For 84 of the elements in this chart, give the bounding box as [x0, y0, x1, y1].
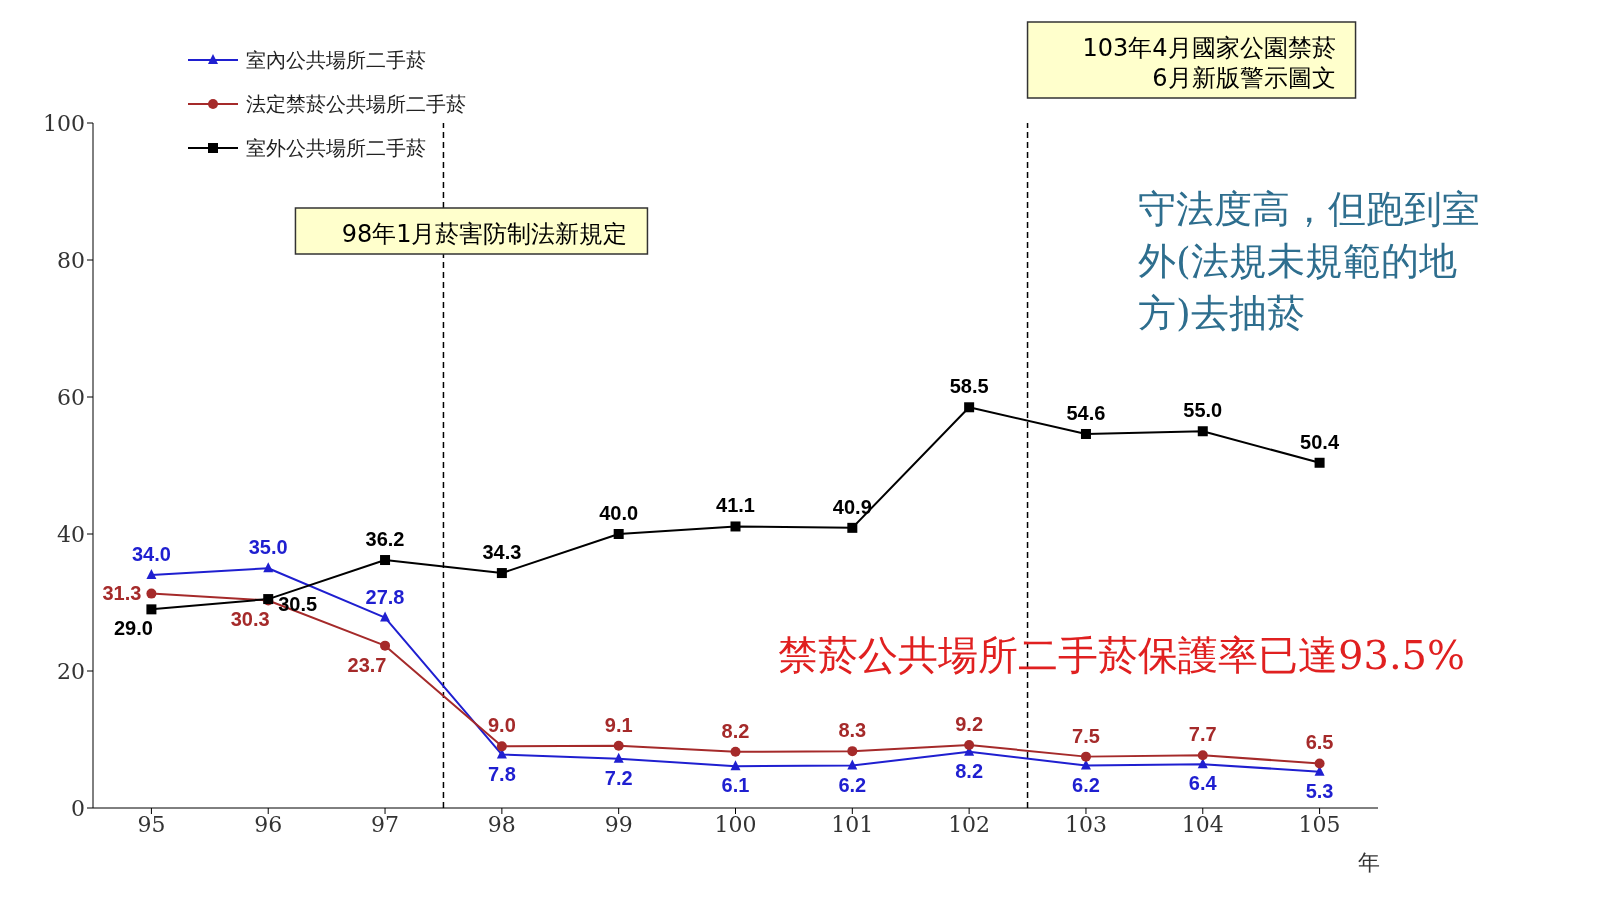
- y-tick-label: 80: [57, 247, 85, 273]
- point: [380, 555, 391, 566]
- data-label: 29.0: [113, 617, 153, 640]
- data-label: 9.1: [604, 713, 633, 736]
- point: [730, 746, 741, 757]
- point: [146, 604, 157, 615]
- x-tick-label: 95: [137, 811, 166, 837]
- data-label: 34.0: [131, 543, 171, 566]
- legend-label: 法定禁菸公共場所二手菸: [246, 90, 466, 118]
- ref-line-label: 103年4月國家公園禁菸 6月新版警示圖文: [1082, 34, 1336, 92]
- annotation: 守法度高，但跑到室外(法規未規範的地方)去抽菸: [1138, 186, 1481, 337]
- point: [730, 521, 741, 532]
- point: [380, 611, 391, 622]
- y-tick-label: 100: [43, 110, 85, 136]
- legend-label: 室內公共場所二手菸: [246, 46, 426, 74]
- annotation: 禁菸公共場所二手菸保護率已達93.5%: [778, 631, 1466, 680]
- data-label: 7.7: [1188, 723, 1217, 746]
- point: [1197, 426, 1208, 437]
- x-tick-label: 96: [254, 811, 283, 837]
- point: [613, 752, 624, 763]
- point: [1080, 751, 1091, 762]
- data-label: 40.0: [599, 502, 639, 524]
- data-label: 8.2: [955, 759, 984, 782]
- x-tick-label: 102: [948, 811, 991, 837]
- x-tick-label: 103: [1064, 811, 1107, 837]
- data-label: 41.1: [716, 494, 755, 517]
- point: [380, 640, 391, 651]
- point: [146, 569, 157, 580]
- data-label: 8.2: [721, 719, 750, 742]
- x-tick-label: 101: [831, 811, 874, 837]
- data-label: 6.5: [1305, 731, 1334, 754]
- data-label: 7.2: [604, 766, 633, 789]
- data-label: 7.5: [1072, 724, 1100, 747]
- point: [146, 588, 157, 599]
- data-label: 58.5: [949, 375, 989, 398]
- data-label: 31.3: [102, 581, 142, 604]
- x-tick-label: 99: [604, 811, 633, 837]
- point: [847, 759, 858, 770]
- point: [1314, 758, 1325, 769]
- point: [1314, 457, 1325, 468]
- point: [1197, 750, 1208, 761]
- data-label: 30.5: [278, 593, 318, 616]
- data-label: 6.1: [721, 774, 750, 797]
- y-tick-label: 40: [57, 521, 85, 547]
- data-label: 54.6: [1066, 401, 1106, 424]
- x-axis-title: 年: [1358, 850, 1380, 875]
- data-label: 27.8: [365, 585, 405, 608]
- point: [613, 740, 624, 751]
- data-label: 6.2: [1072, 773, 1100, 796]
- y-tick-label: 60: [57, 384, 85, 410]
- data-label: 34.3: [482, 541, 522, 564]
- y-tick-label: 20: [57, 658, 85, 684]
- point: [613, 529, 624, 539]
- data-label: 8.3: [838, 719, 867, 742]
- x-tick-label: 104: [1181, 811, 1224, 837]
- data-label: 30.3: [230, 608, 270, 631]
- legend-label: 室外公共場所二手菸: [246, 134, 426, 162]
- ref-line-label: 98年1月菸害防制法新規定: [341, 220, 628, 248]
- x-tick-label: 98: [487, 811, 516, 837]
- data-label: 9.2: [955, 712, 984, 735]
- data-label: 40.9: [832, 495, 872, 518]
- point: [730, 760, 741, 771]
- x-tick-label: 105: [1298, 811, 1341, 837]
- data-label: 5.3: [1305, 779, 1334, 802]
- point: [496, 741, 507, 752]
- point: [964, 739, 975, 750]
- data-label: 7.8: [487, 762, 516, 785]
- data-label: 6.4: [1188, 772, 1218, 795]
- data-label: 35.0: [248, 536, 288, 559]
- point: [964, 402, 975, 413]
- point: [496, 568, 507, 579]
- point: [1080, 428, 1091, 439]
- point: [847, 746, 858, 757]
- data-label: 9.0: [487, 714, 516, 737]
- point: [263, 562, 274, 573]
- data-label: 23.7: [347, 653, 387, 676]
- data-label: 36.2: [365, 528, 405, 551]
- data-label: 6.2: [838, 773, 867, 796]
- data-label: 55.0: [1183, 399, 1223, 422]
- x-tick-label: 97: [371, 811, 400, 837]
- x-tick-label: 100: [714, 811, 757, 837]
- data-label: 50.4: [1300, 430, 1340, 453]
- point: [847, 522, 858, 533]
- y-tick-label: 0: [71, 795, 85, 821]
